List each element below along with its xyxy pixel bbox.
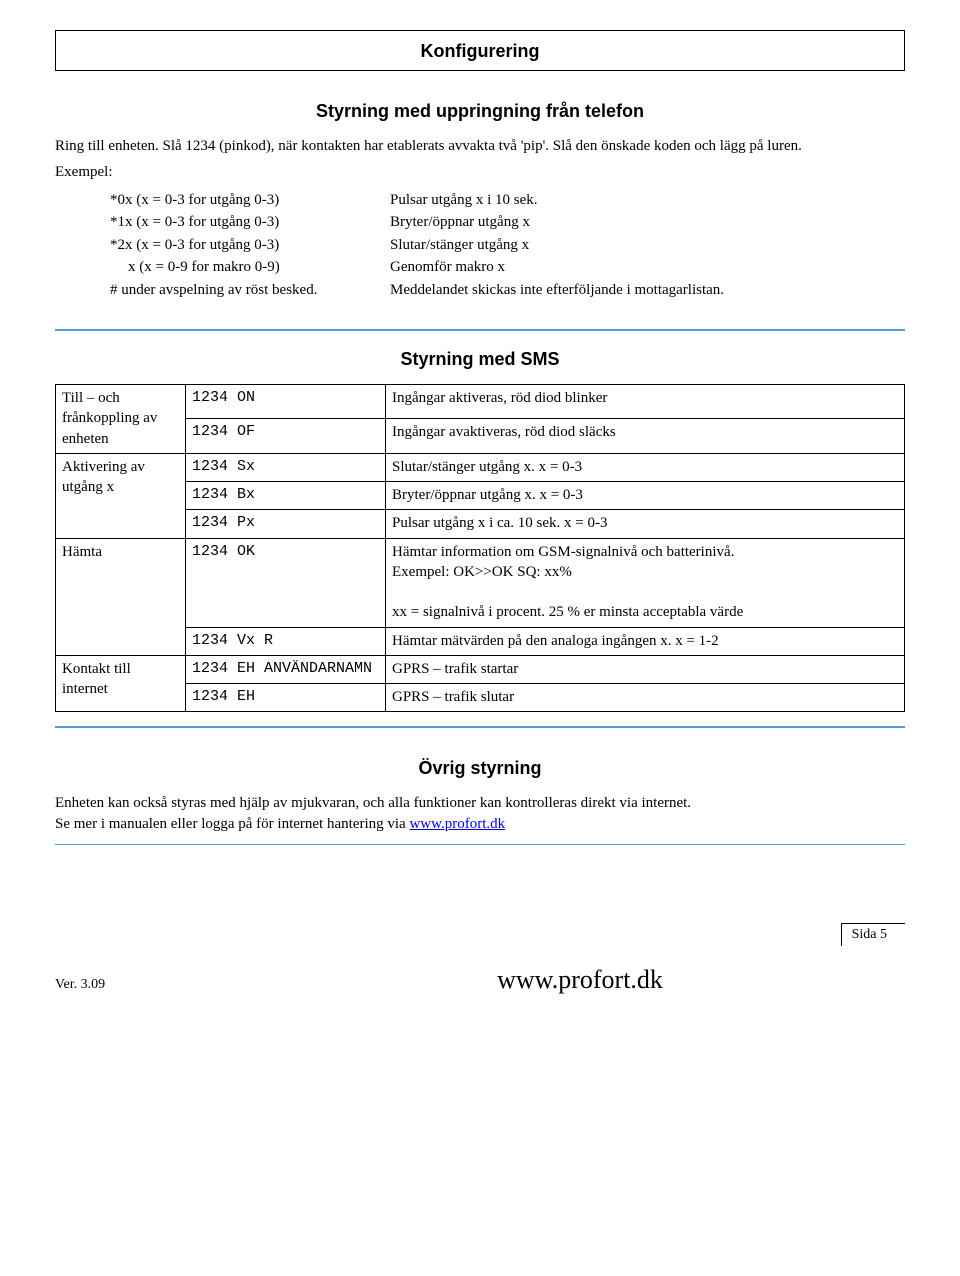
example-right: Slutar/stänger utgång x: [390, 234, 905, 257]
sms-desc: GPRS – trafik startar: [386, 655, 905, 683]
section2-title: Styrning med SMS: [55, 349, 905, 370]
example-list: *0x (x = 0-3 for utgång 0-3) Pulsar utgå…: [110, 189, 905, 302]
table-row: Hämta 1234 OK Hämtar information om GSM-…: [56, 538, 905, 627]
sms-desc: Hämtar mätvärden på den analoga ingången…: [386, 627, 905, 655]
sms-cmd: 1234 Sx: [186, 453, 386, 481]
sms-cmd: 1234 OF: [186, 419, 386, 453]
sms-label: Till – och frånkoppling av enheten: [56, 385, 186, 454]
example-row: *1x (x = 0-3 for utgång 0-3) Bryter/öppn…: [110, 211, 905, 234]
sms-table: Till – och frånkoppling av enheten 1234 …: [55, 384, 905, 712]
section1-intro: Ring till enheten. Slå 1234 (pinkod), nä…: [55, 136, 905, 156]
divider-thin: [55, 844, 905, 845]
sms-label: Kontakt till internet: [56, 655, 186, 712]
section3-text-b: Se mer i manualen eller logga på för int…: [55, 816, 409, 832]
example-right: Meddelandet skickas inte efterföljande i…: [390, 279, 905, 302]
example-left: *0x (x = 0-3 for utgång 0-3): [110, 189, 390, 212]
page-header-box: Konfigurering: [55, 30, 905, 71]
sms-cmd: 1234 EH ANVÄNDARNAMN: [186, 655, 386, 683]
sms-cmd: 1234 Vx R: [186, 627, 386, 655]
section1-example-label: Exempel:: [55, 162, 905, 182]
page-header-title: Konfigurering: [56, 41, 904, 62]
page-number-box: Sida 5: [841, 923, 905, 946]
sms-label: Aktivering av utgång x: [56, 453, 186, 538]
sms-desc: Slutar/stänger utgång x. x = 0-3: [386, 453, 905, 481]
example-left: *1x (x = 0-3 for utgång 0-3): [110, 211, 390, 234]
example-row: # under avspelning av röst besked. Medde…: [110, 279, 905, 302]
example-left: *2x (x = 0-3 for utgång 0-3): [110, 234, 390, 257]
sms-label: Hämta: [56, 538, 186, 655]
table-row: Till – och frånkoppling av enheten 1234 …: [56, 385, 905, 419]
divider: [55, 329, 905, 331]
example-right: Pulsar utgång x i 10 sek.: [390, 189, 905, 212]
sms-desc: Ingångar aktiveras, röd diod blinker: [386, 385, 905, 419]
section3-para: Enheten kan också styras med hjälp av mj…: [55, 793, 905, 834]
sms-cmd: 1234 OK: [186, 538, 386, 627]
example-right: Bryter/öppnar utgång x: [390, 211, 905, 234]
sms-cmd: 1234 ON: [186, 385, 386, 419]
sms-desc: Ingångar avaktiveras, röd diod släcks: [386, 419, 905, 453]
example-row: *0x (x = 0-3 for utgång 0-3) Pulsar utgå…: [110, 189, 905, 212]
sms-cmd: 1234 EH: [186, 684, 386, 712]
sms-desc: GPRS – trafik slutar: [386, 684, 905, 712]
table-row: Aktivering av utgång x 1234 Sx Slutar/st…: [56, 453, 905, 481]
version-label: Ver. 3.09: [55, 977, 255, 993]
footer-url: www.profort.dk: [255, 965, 905, 995]
sms-cmd: 1234 Bx: [186, 482, 386, 510]
page-footer: Sida 5 Ver. 3.09 www.profort.dk: [55, 965, 905, 995]
profort-link[interactable]: www.profort.dk: [409, 816, 505, 832]
sms-cmd: 1234 Px: [186, 510, 386, 538]
table-row: Kontakt till internet 1234 EH ANVÄNDARNA…: [56, 655, 905, 683]
example-row: *2x (x = 0-3 for utgång 0-3) Slutar/stän…: [110, 234, 905, 257]
divider: [55, 726, 905, 728]
sms-desc: Bryter/öppnar utgång x. x = 0-3: [386, 482, 905, 510]
section1-title: Styrning med uppringning från telefon: [55, 101, 905, 122]
example-left: # under avspelning av röst besked.: [110, 279, 390, 302]
example-left: x (x = 0-9 for makro 0-9): [110, 256, 390, 279]
section3-text-a: Enheten kan också styras med hjälp av mj…: [55, 795, 691, 811]
sms-desc: Hämtar information om GSM-signalnivå och…: [386, 538, 905, 627]
example-row: x (x = 0-9 for makro 0-9) Genomför makro…: [110, 256, 905, 279]
section3-title: Övrig styrning: [55, 758, 905, 779]
sms-desc: Pulsar utgång x i ca. 10 sek. x = 0-3: [386, 510, 905, 538]
example-right: Genomför makro x: [390, 256, 905, 279]
